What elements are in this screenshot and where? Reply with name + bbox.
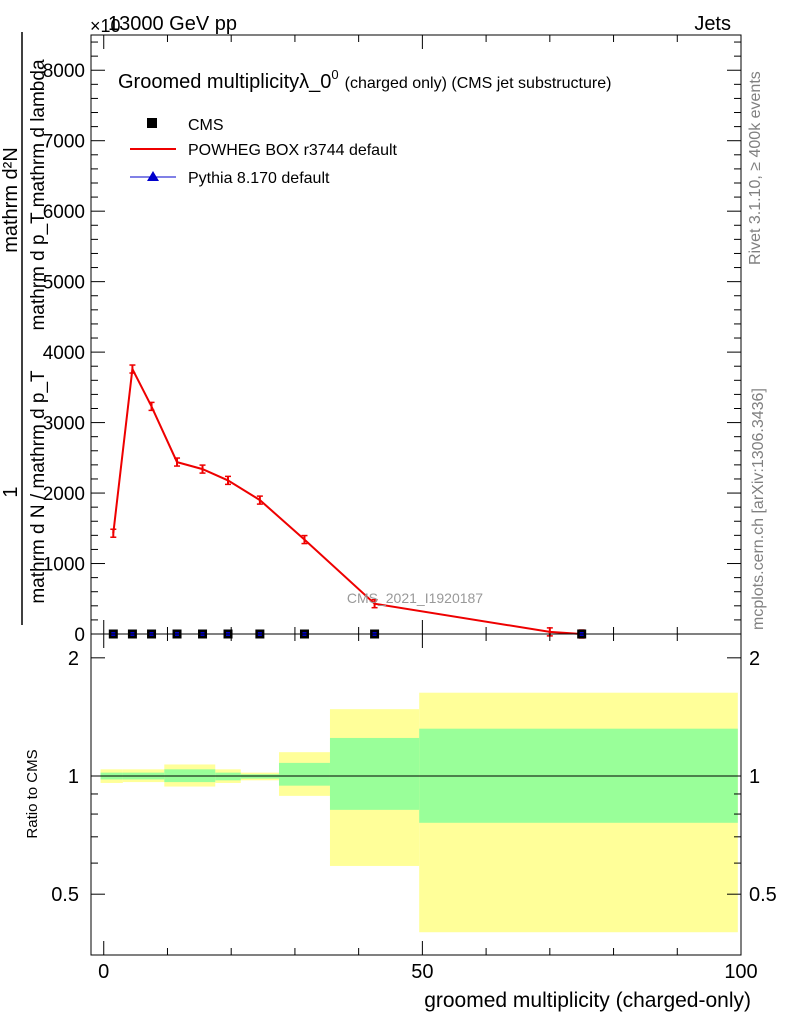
chart-title-sup: 0 [331, 67, 338, 82]
ratio-xlabel: groomed multiplicity (charged-only) [424, 989, 751, 1012]
ratio-ytick-label: 1 [68, 766, 79, 788]
ylabel-prefix-den: mathrm d N / mathrm d p_T [28, 370, 49, 604]
legend-cms-marker [147, 118, 157, 128]
ratio-ytick-label: 0.5 [51, 884, 79, 906]
header-exponent: ×10 [90, 16, 121, 36]
ratio-band-inner [329, 737, 420, 810]
ratio-ytick-label-right: 2 [749, 648, 760, 670]
mcplots-label: mcplots.cern.ch [arXiv:1306.3436] [750, 388, 767, 630]
legend: CMS POWHEG BOX r3744 default Pythia 8.17… [130, 117, 398, 187]
main-ytick-label: 2000 [43, 484, 85, 505]
ratio-xtick-label: 50 [411, 961, 433, 983]
ylabel-numerator: mathrm d²N [0, 147, 22, 253]
main-ytick-label: 7000 [43, 132, 85, 153]
main-ytick-label: 0 [74, 625, 85, 646]
ratio-xtick-label: 0 [98, 961, 109, 983]
main-axis-ticks: 0 1000 2000 3000 4000 5000 6000 7000 8000 [43, 35, 742, 646]
ratio-ytick-label-right: 0.5 [749, 884, 777, 906]
legend-powheg-label: POWHEG BOX r3744 default [188, 142, 398, 159]
ratio-xtick-label: 100 [724, 961, 757, 983]
ratio-frame [90, 633, 742, 956]
chart-title-small: (charged only) (CMS jet substructure) [345, 75, 612, 92]
legend-cms-label: CMS [188, 117, 224, 134]
header-right: Jets [694, 13, 731, 35]
main-ytick-label: 8000 [43, 61, 85, 82]
rivet-label: Rivet 3.1.10, ≥ 400k events [747, 71, 764, 265]
ratio-panel: 0.5 0.5 1 1 2 2 0 50 100 Ratio to CMS groomed mu… [24, 633, 777, 1012]
ylabel-prefix-num: 1 [0, 486, 22, 497]
chart-title-main: Groomed multiplicityλ_0 [118, 71, 331, 93]
watermark: CMS_2021_I1920187 [347, 590, 483, 606]
ratio-bands [91, 692, 741, 933]
legend-pythia-label: Pythia 8.170 default [188, 170, 330, 187]
ratio-ylabel: Ratio to CMS [24, 749, 41, 838]
legend-pythia-marker [147, 171, 159, 181]
main-ytick-label: 3000 [43, 414, 85, 435]
ratio-ytick-label-right: 1 [749, 766, 760, 788]
main-ytick-label: 4000 [43, 343, 85, 364]
header-left: 13000 GeV pp [108, 13, 237, 35]
ratio-ytick-label: 2 [68, 648, 79, 670]
main-ytick-label: 1000 [43, 555, 85, 576]
main-ylabel: 1 mathrm d N / mathrm d p_T mathrm d²N m… [0, 32, 49, 625]
main-panel: 0 1000 2000 3000 4000 5000 6000 7000 8000 Groome… [0, 32, 742, 646]
ratio-axis-ticks: 0.5 0.5 1 1 2 2 0 50 100 [51, 634, 777, 983]
ratio-band-inner [278, 762, 330, 786]
chart-title: Groomed multiplicityλ_00 (charged only) (… [118, 67, 611, 93]
main-ytick-label: 6000 [43, 202, 85, 223]
main-ytick-label: 5000 [43, 273, 85, 294]
ylabel-denominator: mathrm d p_T mathrm d lambda [28, 59, 49, 330]
